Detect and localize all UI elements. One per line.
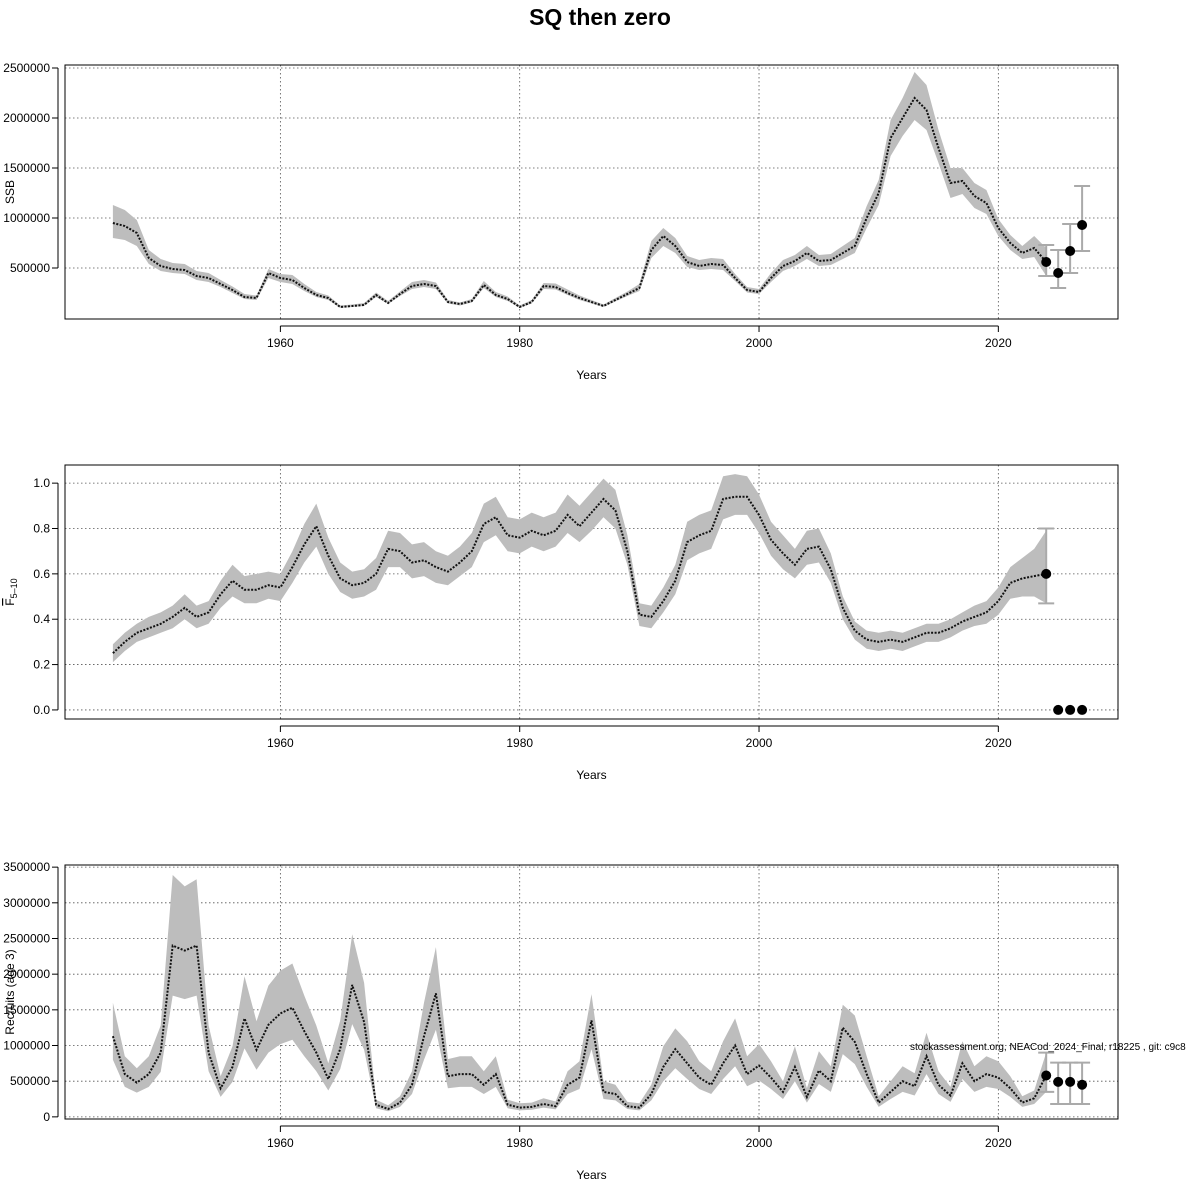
forecast-point xyxy=(1065,704,1076,715)
y-tick-label: 1500000 xyxy=(3,1003,50,1017)
x-tick-label: 2020 xyxy=(985,336,1012,350)
forecast-point xyxy=(1077,704,1088,715)
y-axis-label: Recruits (age 3) xyxy=(3,949,17,1034)
estimate-line xyxy=(111,944,1048,1111)
x-tick-label: 1960 xyxy=(267,736,294,750)
confidence-band xyxy=(112,72,1047,308)
x-tick-label: 1960 xyxy=(267,336,294,350)
x-axis-label: Years xyxy=(576,1168,606,1182)
confidence-band xyxy=(112,474,1047,663)
y-axis-label: F5–10 xyxy=(3,578,19,605)
y-tick-label: 1000000 xyxy=(3,211,50,225)
y-tick-label: 0 xyxy=(43,1110,50,1124)
estimate-line xyxy=(112,495,1047,654)
x-axis-label: Years xyxy=(576,768,606,782)
x-axis-label: Years xyxy=(576,368,606,382)
y-tick-label: 0.2 xyxy=(33,658,50,672)
x-tick-label: 2020 xyxy=(985,1136,1012,1150)
plot-frame xyxy=(64,64,1119,320)
y-tick-label: 1000000 xyxy=(3,1039,50,1053)
y-tick-label: 2500000 xyxy=(3,931,50,945)
y-tick-label: 2500000 xyxy=(3,61,50,75)
fbar-panel: 1960 1980 2000 2020 Years 0.0 0.2 0.4 0.6 0.8 1.0 F… xyxy=(3,464,1119,782)
y-tick-label: 0.0 xyxy=(33,703,50,717)
x-tick-label: 2020 xyxy=(985,736,1012,750)
x-tick-label: 2000 xyxy=(746,736,773,750)
recruits-panel: 1960 1980 2000 2020 Years 0 500000 1000000 15000… xyxy=(3,860,1119,1182)
chart-title: SQ then zero xyxy=(529,4,671,30)
y-tick-label: 0.6 xyxy=(33,567,50,581)
estimate-line xyxy=(112,96,1047,309)
ssb-panel: 1960 1980 2000 2020 Years 500000 1000000 150000… xyxy=(3,61,1119,382)
y-tick-label: 0.4 xyxy=(33,612,50,626)
y-tick-label: 1500000 xyxy=(3,161,50,175)
y-axis-label: SSB xyxy=(3,180,17,204)
credit-text: stockassessment.org, NEACod_2024_Final, … xyxy=(910,1042,1186,1053)
confidence-band xyxy=(112,875,1047,1112)
forecast-point xyxy=(1053,1076,1064,1087)
x-tick-label: 1960 xyxy=(267,1136,294,1150)
x-tick-label: 1980 xyxy=(506,336,533,350)
forecast-point xyxy=(1053,704,1064,715)
y-tick-label: 0.8 xyxy=(33,522,50,536)
x-tick-label: 2000 xyxy=(746,336,773,350)
forecast-point xyxy=(1077,1079,1088,1090)
y-tick-label: 2000000 xyxy=(3,967,50,981)
forecast-point xyxy=(1041,568,1052,579)
x-tick-label: 1980 xyxy=(506,736,533,750)
forecast-point xyxy=(1065,1076,1076,1087)
x-tick-label: 1980 xyxy=(506,1136,533,1150)
y-tick-label: 2000000 xyxy=(3,111,50,125)
forecast-point xyxy=(1065,246,1076,256)
y-tick-label: 500000 xyxy=(10,1074,50,1088)
forecast-point xyxy=(1041,1070,1052,1081)
forecast-point xyxy=(1077,220,1088,230)
x-tick-label: 2000 xyxy=(746,1136,773,1150)
y-tick-label: 1.0 xyxy=(33,476,50,490)
plot-frame xyxy=(64,464,1119,720)
y-tick-label: 3500000 xyxy=(3,860,50,874)
y-tick-label: 500000 xyxy=(10,261,50,275)
forecast-point xyxy=(1041,257,1052,267)
y-tick-label: 3000000 xyxy=(3,896,50,910)
plot-frame xyxy=(64,864,1119,1120)
forecast-point xyxy=(1053,268,1064,278)
